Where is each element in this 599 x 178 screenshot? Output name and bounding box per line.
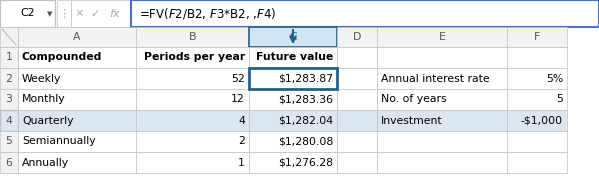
Bar [507, 27, 567, 47]
Text: D: D [353, 32, 361, 42]
Text: ×: × [74, 9, 84, 19]
Bar [249, 27, 337, 47]
Text: $1,276.28: $1,276.28 [278, 158, 333, 167]
Text: 4: 4 [5, 116, 13, 125]
Bar [0, 89, 18, 110]
Bar [249, 68, 337, 89]
Text: 12: 12 [231, 95, 245, 104]
Bar [507, 110, 567, 131]
Text: ⋮: ⋮ [59, 9, 69, 19]
Bar [507, 89, 567, 110]
Bar [136, 27, 249, 47]
Bar [0, 68, 18, 89]
Bar [377, 152, 507, 173]
Bar [136, 68, 249, 89]
Text: Weekly: Weekly [22, 74, 61, 83]
Text: No. of years: No. of years [381, 95, 447, 104]
Text: ▼: ▼ [47, 12, 52, 17]
Bar [136, 110, 249, 131]
Bar [507, 68, 567, 89]
Text: Semiannually: Semiannually [22, 137, 96, 146]
Text: -$1,000: -$1,000 [521, 116, 563, 125]
Bar [57, 0, 71, 27]
Bar [337, 131, 377, 152]
Text: A: A [73, 32, 81, 42]
Bar [0, 0, 55, 27]
Bar [0, 152, 18, 173]
Text: 5%: 5% [546, 74, 563, 83]
Text: 5: 5 [556, 95, 563, 104]
Text: fx: fx [110, 9, 120, 19]
Bar [249, 89, 337, 110]
Text: Future value: Future value [256, 53, 333, 62]
Bar [0, 131, 18, 152]
Text: 2: 2 [238, 137, 245, 146]
Bar [18, 110, 136, 131]
Bar [131, 0, 599, 27]
Bar [0, 47, 18, 68]
Bar [377, 131, 507, 152]
Text: $1,283.36: $1,283.36 [278, 95, 333, 104]
Text: Annual interest rate: Annual interest rate [381, 74, 489, 83]
Text: Investment: Investment [381, 116, 443, 125]
Bar [337, 89, 377, 110]
Bar [337, 152, 377, 173]
Bar [249, 152, 337, 173]
Text: $1,282.04: $1,282.04 [278, 116, 333, 125]
Bar [249, 68, 337, 89]
Bar [18, 68, 136, 89]
Bar [18, 89, 136, 110]
Bar [18, 131, 136, 152]
Text: $1,283.87: $1,283.87 [278, 74, 333, 83]
Bar [18, 152, 136, 173]
Text: 4: 4 [238, 116, 245, 125]
Bar [337, 68, 377, 89]
Bar [136, 131, 249, 152]
Bar [377, 110, 507, 131]
Bar [0, 27, 18, 47]
Text: 52: 52 [231, 74, 245, 83]
Text: C2: C2 [20, 9, 35, 19]
Text: 5: 5 [5, 137, 13, 146]
Bar [71, 0, 131, 27]
Bar [249, 47, 337, 68]
Text: =FV($F$2/B2, $F$3*B2, ,$F$4): =FV($F$2/B2, $F$3*B2, ,$F$4) [139, 6, 276, 21]
Bar [249, 110, 337, 131]
Text: 2: 2 [5, 74, 13, 83]
Bar [377, 47, 507, 68]
Text: E: E [438, 32, 446, 42]
Text: 1: 1 [238, 158, 245, 167]
Text: F: F [534, 32, 540, 42]
Text: B: B [189, 32, 196, 42]
Bar [507, 131, 567, 152]
Text: Quarterly: Quarterly [22, 116, 74, 125]
Bar [377, 89, 507, 110]
Text: Annually: Annually [22, 158, 69, 167]
Bar [18, 47, 136, 68]
Bar [136, 47, 249, 68]
Bar [337, 110, 377, 131]
Bar [18, 27, 136, 47]
Bar [507, 152, 567, 173]
Text: C: C [289, 32, 297, 42]
Bar [337, 27, 377, 47]
Text: 1: 1 [5, 53, 13, 62]
Text: 3: 3 [5, 95, 13, 104]
Bar [136, 152, 249, 173]
Bar [136, 89, 249, 110]
Text: Periods per year: Periods per year [144, 53, 245, 62]
Text: Monthly: Monthly [22, 95, 66, 104]
Bar [249, 131, 337, 152]
Text: ✓: ✓ [90, 9, 99, 19]
Text: $1,280.08: $1,280.08 [278, 137, 333, 146]
Text: Compounded: Compounded [22, 53, 102, 62]
Bar [0, 110, 18, 131]
Text: 6: 6 [5, 158, 13, 167]
Bar [507, 47, 567, 68]
Bar [377, 68, 507, 89]
Bar [337, 47, 377, 68]
Bar [377, 27, 507, 47]
